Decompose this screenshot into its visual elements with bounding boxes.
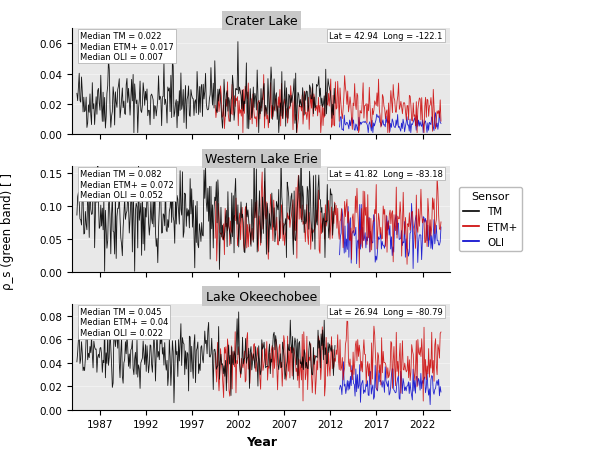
Text: Lat = 42.94  Long = -122.1: Lat = 42.94 Long = -122.1 bbox=[329, 32, 442, 41]
Text: Lat = 41.82  Long = -83.18: Lat = 41.82 Long = -83.18 bbox=[329, 170, 442, 179]
Legend: TM, ETM+, OLI: TM, ETM+, OLI bbox=[459, 188, 522, 251]
Title: Western Lake Erie: Western Lake Erie bbox=[205, 152, 318, 165]
Text: Lat = 26.94  Long = -80.79: Lat = 26.94 Long = -80.79 bbox=[329, 307, 442, 316]
Text: Median TM = 0.082
Median ETM+ = 0.072
Median OLI = 0.052: Median TM = 0.082 Median ETM+ = 0.072 Me… bbox=[80, 170, 174, 200]
Text: Median TM = 0.022
Median ETM+ = 0.017
Median OLI = 0.007: Median TM = 0.022 Median ETM+ = 0.017 Me… bbox=[80, 32, 174, 62]
Text: Median TM = 0.045
Median ETM+ = 0.04
Median OLI = 0.022: Median TM = 0.045 Median ETM+ = 0.04 Med… bbox=[80, 307, 168, 337]
X-axis label: Year: Year bbox=[246, 435, 277, 448]
Title: Crater Lake: Crater Lake bbox=[225, 15, 298, 28]
Text: ρ_s (green band) [ ]: ρ_s (green band) [ ] bbox=[1, 173, 14, 290]
Title: Lake Okeechobee: Lake Okeechobee bbox=[206, 290, 317, 303]
